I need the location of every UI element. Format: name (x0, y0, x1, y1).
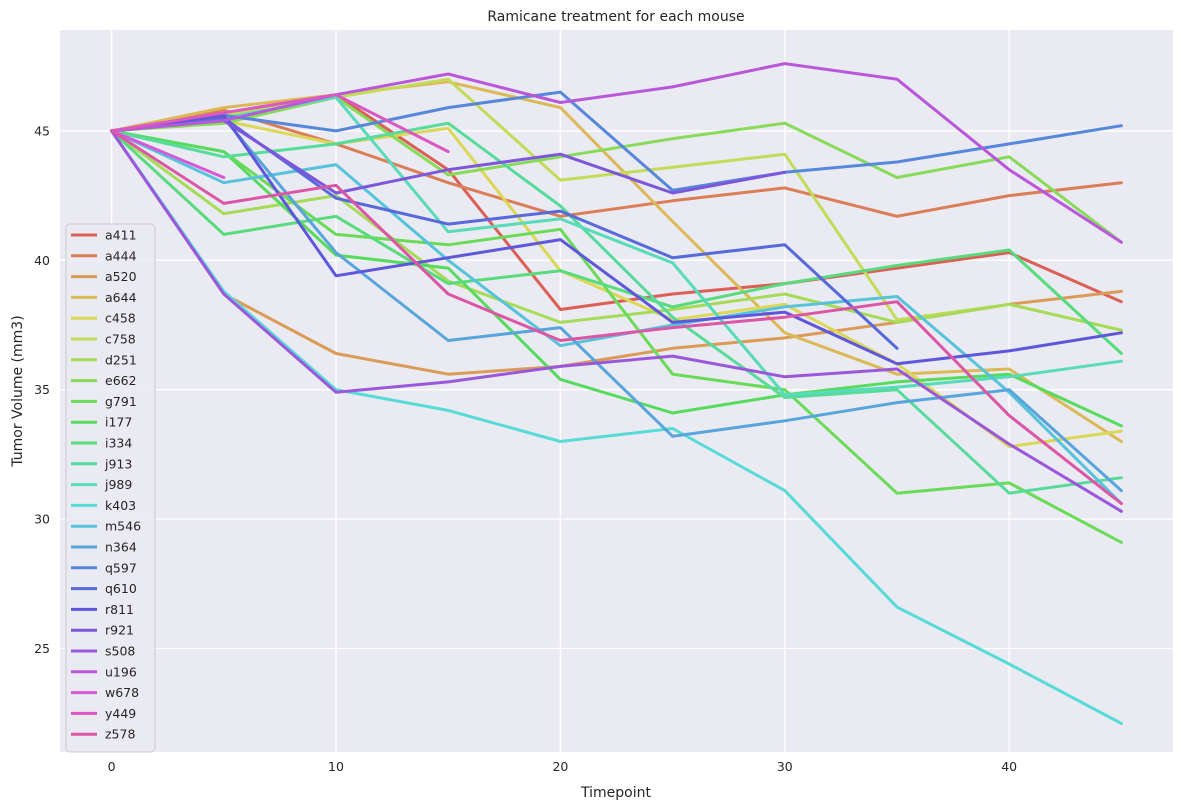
series-line-z578 (110, 129, 1123, 506)
legend-label: d251 (105, 352, 137, 367)
legend-label: z578 (105, 727, 135, 742)
legend-label: r921 (105, 623, 134, 638)
legend-label: r811 (105, 602, 134, 617)
series-line-n364 (110, 116, 1123, 493)
series-line-j913 (110, 121, 1123, 495)
series-line-u196 (110, 62, 1123, 244)
legend-label: c758 (105, 332, 136, 347)
legend-label: a444 (105, 248, 137, 263)
legend-label: u196 (105, 664, 137, 679)
series-line-i334 (110, 129, 1123, 355)
legend-label: j989 (104, 477, 132, 492)
y-tick-label: 40 (34, 253, 50, 268)
legend-label: e662 (105, 373, 137, 388)
legend-label: a644 (105, 290, 137, 305)
legend-label: n364 (105, 540, 137, 555)
chart-title: Ramicane treatment for each mouse (487, 9, 744, 25)
y-tick-label: 30 (34, 512, 50, 527)
legend-label: a411 (105, 228, 137, 243)
legend-label: i334 (105, 436, 132, 451)
legend-label: k403 (105, 498, 136, 513)
series-line-y449 (110, 93, 450, 154)
series-line-a444 (110, 108, 1123, 218)
x-tick-label: 40 (1001, 759, 1017, 774)
legend-label: g791 (105, 394, 137, 409)
legend-frame (65, 223, 156, 753)
y-tick-label: 35 (34, 382, 50, 397)
x-tick-label: 10 (328, 759, 344, 774)
y-axis-label: Tumor Volume (mm3) (10, 315, 26, 467)
y-tick-label: 45 (34, 123, 50, 138)
series-line-w678 (110, 129, 226, 179)
legend-label: s508 (105, 644, 135, 659)
series-line-k403 (110, 129, 1123, 725)
x-tick-label: 30 (777, 759, 793, 774)
series-line-e662 (110, 95, 1123, 244)
x-tick-labels: 0 10 20 30 40 (108, 759, 1018, 774)
legend-label: y449 (105, 706, 136, 721)
y-tick-label: 25 (34, 641, 50, 656)
legend-label: w678 (105, 685, 139, 700)
legend-label: a520 (105, 269, 137, 284)
series-line-s508 (110, 129, 1123, 513)
x-tick-label: 20 (552, 759, 568, 774)
series-line-a644 (110, 80, 1123, 443)
legend: a411 a444 a520 a644 c458 c758 d251 e662 g791 i177… (65, 223, 156, 753)
grid (60, 30, 1173, 752)
legend-label: c458 (105, 311, 136, 326)
legend-label: q610 (105, 581, 137, 596)
legend-label: i177 (105, 415, 132, 430)
series-lines (110, 62, 1123, 725)
y-tick-labels: 25 30 35 40 45 (34, 123, 50, 656)
legend-label: q597 (105, 560, 137, 575)
x-axis-label: Timepoint (580, 785, 651, 801)
series-line-q597 (110, 90, 1123, 192)
legend-label: j913 (104, 456, 132, 471)
series-line-i177 (110, 129, 1123, 428)
legend-label: m546 (105, 519, 141, 534)
x-tick-label: 0 (108, 759, 116, 774)
